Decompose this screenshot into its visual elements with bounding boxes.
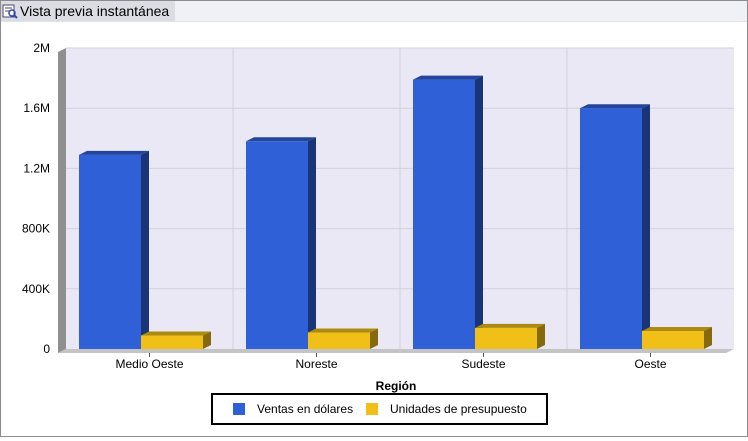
tab-label: Vista previa instantánea	[20, 3, 170, 19]
bar-side	[370, 328, 378, 349]
bar-front	[79, 154, 141, 349]
bar-top	[413, 75, 483, 80]
bar-side	[642, 104, 650, 349]
bar	[246, 137, 316, 349]
bar	[413, 75, 483, 350]
x-axis-title: Región	[376, 379, 417, 393]
bar	[475, 323, 545, 349]
bar-front	[642, 330, 704, 349]
left-wall	[58, 48, 66, 353]
chart-area: 0 400K 800K 1.2M 1.6M 2M Medio Oeste Noreste Sud…	[1, 22, 747, 436]
x-tick-label: Medio Oeste	[115, 357, 183, 371]
title-bar: Vista previa instantánea	[1, 1, 747, 22]
legend-label: Unidades de presupuesto	[390, 402, 527, 416]
bar-side	[537, 323, 545, 349]
preview-icon	[2, 4, 18, 19]
bar-front	[413, 79, 475, 350]
y-tick-label: 400K	[22, 282, 50, 296]
bar-top	[580, 104, 650, 109]
legend-swatch	[233, 403, 245, 415]
bar-top	[642, 326, 712, 331]
bar-top	[141, 331, 211, 336]
bar-side	[704, 326, 712, 349]
bar-front	[475, 327, 537, 349]
legend-item: Ventas en dólares	[233, 402, 353, 416]
bar-top	[246, 137, 316, 142]
x-tick-label: Noreste	[295, 357, 337, 371]
y-tick-label: 0	[43, 342, 50, 356]
bar-side	[203, 331, 211, 349]
bar-top	[475, 323, 545, 328]
bar	[79, 150, 149, 349]
bar-top	[79, 150, 149, 155]
tab-instant-preview[interactable]: Vista previa instantánea	[1, 1, 176, 21]
bar-front	[580, 108, 642, 349]
y-tick-label: 1.6M	[23, 101, 50, 115]
bar-chart: 0 400K 800K 1.2M 1.6M 2M Medio Oeste Noreste Sud…	[22, 41, 734, 425]
y-tick-label: 2M	[33, 41, 50, 55]
legend-item: Unidades de presupuesto	[366, 402, 527, 416]
bar-side	[141, 150, 149, 349]
bar-side	[475, 75, 483, 350]
legend-swatch	[366, 403, 378, 415]
bar-side	[308, 137, 316, 349]
bar	[308, 328, 378, 349]
bar-front	[246, 141, 308, 349]
bar-top	[308, 328, 378, 333]
legend-box	[211, 393, 548, 425]
x-tick-label: Oeste	[634, 357, 666, 371]
y-tick-label: 800K	[22, 222, 50, 236]
floor	[58, 349, 734, 353]
bar-front	[308, 332, 370, 349]
bar-front	[141, 335, 203, 349]
bar	[580, 104, 650, 349]
x-tick-label: Sudeste	[461, 357, 505, 371]
y-tick-label: 1.2M	[23, 161, 50, 175]
legend-label: Ventas en dólares	[257, 402, 353, 416]
bar	[141, 331, 211, 349]
bar	[642, 326, 712, 349]
